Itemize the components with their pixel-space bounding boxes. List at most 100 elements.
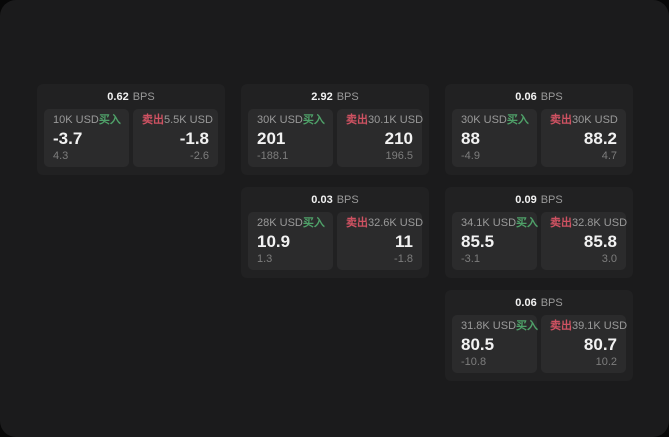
buy-side-label: 买入 [302,114,325,126]
buy-delta: 4.3 [53,150,69,162]
sell-price: 210 [384,129,413,148]
sell-price: 88.2 [583,129,617,148]
sell-panel[interactable]: 卖出 32.6K USD 11 -1.8 [337,212,423,270]
buy-delta: -3.1 [461,253,480,265]
sell-delta: -2.6 [190,150,209,162]
buy-delta: -4.9 [461,150,480,162]
quote-card[interactable]: 2.92 BPS 30K USD 买入 201 -188.1 卖出 30.1K … [241,84,429,175]
sell-side-label: 卖出 [550,320,572,332]
sell-notional: 30K USD [572,114,618,126]
buy-price: 88 [461,129,480,148]
bps-unit-label: BPS [540,194,563,206]
sell-price: 11 [395,232,413,251]
bps-unit-label: BPS [336,194,359,206]
bps-unit-label: BPS [540,297,563,309]
buy-delta: 1.3 [257,253,273,265]
buy-panel-header: 31.8K USD 买入 [461,320,538,332]
sell-notional: 32.6K USD [368,217,424,229]
sell-notional: 5.5K USD [164,114,213,126]
buy-notional: 28K USD [257,217,303,229]
buy-notional: 34.1K USD [461,217,517,229]
sell-side-label: 卖出 [346,114,368,126]
buy-notional: 31.8K USD [461,320,517,332]
bps-header: 2.92 BPS [241,84,429,109]
bps-value: 2.92 [311,91,333,103]
buy-panel[interactable]: 30K USD 买入 88 -4.9 [452,109,537,167]
buy-side-label: 买入 [302,217,325,229]
quote-card[interactable]: 0.09 BPS 34.1K USD 买入 85.5 -3.1 卖出 32.8K… [445,187,633,278]
sell-notional: 32.8K USD [572,217,628,229]
sell-side-label: 卖出 [550,114,572,126]
buy-notional: 30K USD [257,114,303,126]
sell-price: 80.7 [583,335,617,354]
sell-price: 85.8 [583,232,617,251]
sell-panel[interactable]: 卖出 5.5K USD -1.8 -2.6 [133,109,218,167]
buy-price: -3.7 [53,129,83,148]
bps-value: 0.09 [515,194,537,206]
sell-side-label: 卖出 [142,114,164,126]
bps-header: 0.09 BPS [445,187,633,212]
buy-notional: 30K USD [461,114,507,126]
buy-delta: -10.8 [461,356,487,368]
buy-price: 201 [257,129,286,148]
sell-panel-header: 卖出 32.6K USD [346,217,423,229]
buy-delta: -188.1 [257,150,289,162]
quote-panels: 10K USD 买入 -3.7 4.3 卖出 5.5K USD -1.8 -2.… [37,109,225,175]
quote-card[interactable]: 0.62 BPS 10K USD 买入 -3.7 4.3 卖出 5.5K USD… [37,84,225,175]
sell-delta: 3.0 [601,253,617,265]
quote-card[interactable]: 0.06 BPS 30K USD 买入 88 -4.9 卖出 30K USD 8… [445,84,633,175]
quote-panels: 34.1K USD 买入 85.5 -3.1 卖出 32.8K USD 85.8… [445,212,633,278]
buy-side-label: 买入 [516,320,539,332]
sell-delta: 196.5 [385,150,413,162]
quotes-grid: 0.62 BPS 10K USD 买入 -3.7 4.3 卖出 5.5K USD… [37,84,633,381]
sell-delta: -1.8 [394,253,413,265]
bps-header: 0.06 BPS [445,84,633,109]
sell-panel[interactable]: 卖出 39.1K USD 80.7 10.2 [541,315,627,373]
sell-panel-header: 卖出 32.8K USD [550,217,627,229]
sell-panel[interactable]: 卖出 30.1K USD 210 196.5 [337,109,423,167]
sell-delta: 4.7 [601,150,617,162]
sell-side-label: 卖出 [346,217,368,229]
buy-notional: 10K USD [53,114,99,126]
sell-panel-header: 卖出 30K USD [550,114,618,126]
quote-card[interactable]: 0.06 BPS 31.8K USD 买入 80.5 -10.8 卖出 39.1… [445,290,633,381]
buy-side-label: 买入 [516,217,539,229]
sell-panel-header: 卖出 5.5K USD [142,114,213,126]
bps-unit-label: BPS [132,91,155,103]
buy-price: 10.9 [257,232,291,251]
bps-header: 0.06 BPS [445,290,633,315]
sell-panel-header: 卖出 30.1K USD [346,114,423,126]
bps-header: 0.03 BPS [241,187,429,212]
bps-value: 0.62 [107,91,129,103]
bps-value: 0.06 [515,91,537,103]
bps-header: 0.62 BPS [37,84,225,109]
buy-panel-header: 28K USD 买入 [257,217,325,229]
bps-unit-label: BPS [336,91,359,103]
buy-price: 85.5 [461,232,495,251]
buy-panel-header: 34.1K USD 买入 [461,217,538,229]
buy-panel[interactable]: 10K USD 买入 -3.7 4.3 [44,109,129,167]
quote-panels: 30K USD 买入 88 -4.9 卖出 30K USD 88.2 4.7 [445,109,633,175]
quote-panels: 30K USD 买入 201 -188.1 卖出 30.1K USD 210 1… [241,109,429,175]
quote-panels: 31.8K USD 买入 80.5 -10.8 卖出 39.1K USD 80.… [445,315,633,381]
sell-notional: 30.1K USD [368,114,424,126]
buy-panel[interactable]: 30K USD 买入 201 -188.1 [248,109,333,167]
buy-panel-header: 30K USD 买入 [461,114,529,126]
buy-panel[interactable]: 34.1K USD 买入 85.5 -3.1 [452,212,538,270]
sell-price: -1.8 [179,129,209,148]
quote-panels: 28K USD 买入 10.9 1.3 卖出 32.6K USD 11 -1.8 [241,212,429,278]
bps-unit-label: BPS [540,91,563,103]
sell-panel[interactable]: 卖出 32.8K USD 85.8 3.0 [541,212,627,270]
buy-side-label: 买入 [506,114,529,126]
bps-value: 0.06 [515,297,537,309]
sell-side-label: 卖出 [550,217,572,229]
sell-panel[interactable]: 卖出 30K USD 88.2 4.7 [541,109,626,167]
sell-notional: 39.1K USD [572,320,628,332]
quote-card[interactable]: 0.03 BPS 28K USD 买入 10.9 1.3 卖出 32.6K US… [241,187,429,278]
sell-delta: 10.2 [595,356,617,368]
sell-panel-header: 卖出 39.1K USD [550,320,627,332]
buy-panel[interactable]: 28K USD 买入 10.9 1.3 [248,212,333,270]
buy-price: 80.5 [461,335,495,354]
buy-panel[interactable]: 31.8K USD 买入 80.5 -10.8 [452,315,538,373]
